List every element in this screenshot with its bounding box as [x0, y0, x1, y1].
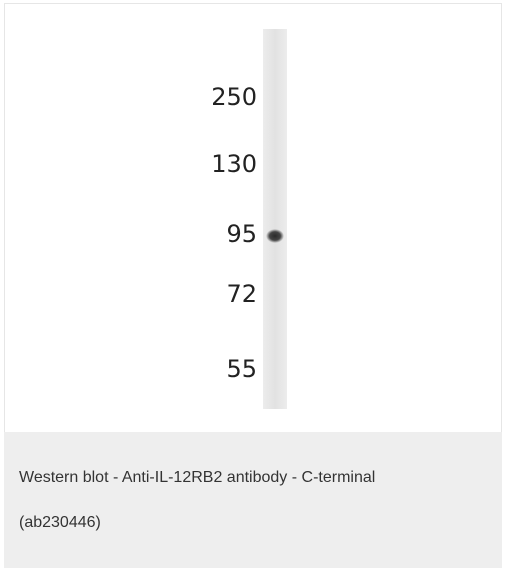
- marker-label: 130: [211, 150, 257, 178]
- marker-label: 95: [226, 220, 257, 248]
- band: [266, 229, 284, 243]
- caption: Western blot - Anti-IL-12RB2 antibody - …: [19, 455, 439, 545]
- page: 250 130 95 72 55 Western blot - Anti-IL-…: [0, 0, 506, 568]
- blot-image: 250 130 95 72 55: [5, 4, 501, 432]
- caption-box: Western blot - Anti-IL-12RB2 antibody - …: [4, 432, 502, 568]
- lane: [263, 29, 287, 409]
- marker-label: 250: [211, 83, 257, 111]
- marker-label: 55: [226, 355, 257, 383]
- blot-figure: 250 130 95 72 55: [4, 3, 502, 433]
- marker-label: 72: [226, 280, 257, 308]
